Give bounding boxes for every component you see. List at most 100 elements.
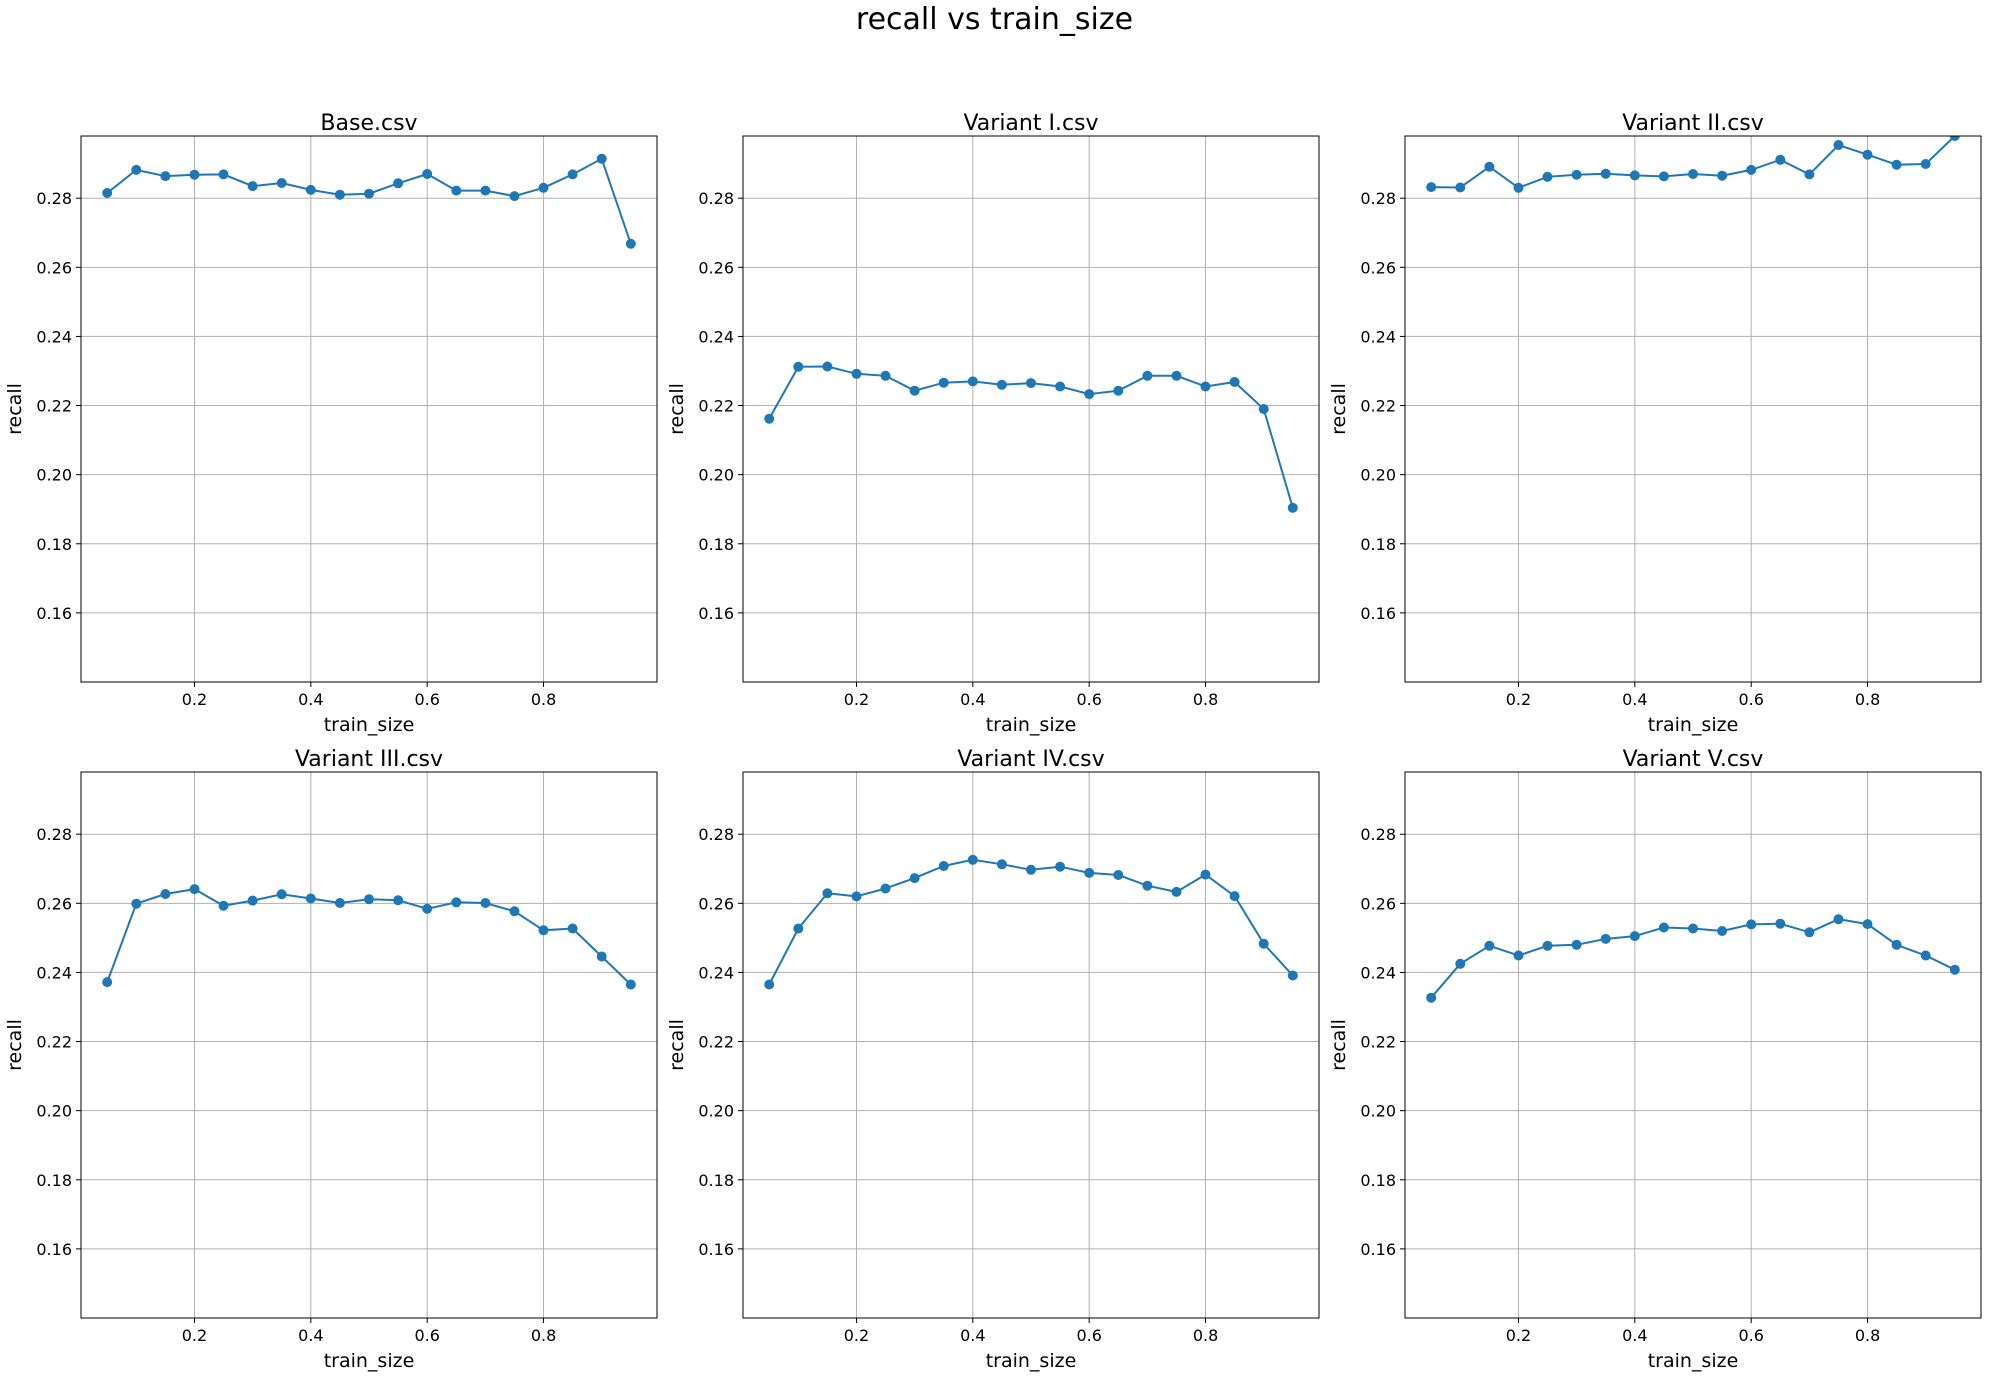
data-point (160, 171, 171, 182)
data-point (1891, 159, 1902, 170)
y-tick-label: 0.20 (698, 1102, 734, 1121)
x-tick-label: 0.8 (531, 690, 556, 709)
data-point (938, 861, 949, 871)
y-axis-label: recall (666, 1019, 688, 1071)
data-point (102, 977, 113, 988)
y-tick-label: 0.18 (698, 535, 734, 554)
y-tick-label: 0.26 (36, 258, 72, 277)
data-point (189, 884, 200, 895)
data-point (1542, 171, 1553, 182)
data-point (996, 859, 1007, 870)
y-tick-label: 0.22 (698, 1033, 734, 1052)
y-tick-label: 0.22 (698, 397, 734, 416)
subplot-title: Variant IV.csv (957, 747, 1104, 772)
data-point (1055, 861, 1066, 872)
subplot-title: Variant III.csv (295, 747, 443, 772)
x-tick-label: 0.6 (1076, 690, 1101, 709)
axes-frame (742, 771, 1320, 1319)
data-point (1200, 869, 1211, 880)
data-point (1200, 381, 1211, 392)
data-point (1229, 377, 1240, 387)
data-point (1287, 970, 1298, 981)
y-tick-label: 0.26 (698, 894, 734, 913)
data-point (218, 169, 229, 180)
data-point (1920, 950, 1931, 961)
data-point (1629, 170, 1640, 181)
x-tick-label: 0.2 (1506, 690, 1531, 709)
data-point (1229, 891, 1240, 902)
data-point (1571, 169, 1582, 180)
y-tick-label: 0.28 (36, 189, 72, 208)
subplot-2: 0.2 0.4 0.6 0.8 0.16 0.18 0.20 0.22 0.24 0.26 0.28… (666, 111, 1320, 736)
data-point (1949, 964, 1960, 975)
y-axis-label: recall (666, 383, 688, 435)
y-tick-label: 0.18 (1360, 535, 1396, 554)
y-tick-label: 0.24 (36, 327, 72, 346)
y-tick-label: 0.16 (36, 1240, 72, 1259)
y-tick-label: 0.20 (36, 466, 72, 485)
x-tick-label: 0.4 (960, 1326, 985, 1345)
data-point (1571, 939, 1582, 950)
y-axis-label: recall (4, 383, 26, 435)
y-tick-label: 0.22 (36, 397, 72, 416)
y-tick-label: 0.26 (698, 258, 734, 277)
data-point (451, 897, 462, 908)
x-tick-label: 0.4 (298, 690, 323, 709)
data-point (1113, 385, 1124, 396)
data-point (596, 951, 607, 962)
series-line (768, 858, 1294, 985)
y-axis-label: recall (1328, 383, 1350, 435)
x-tick-label: 0.8 (1193, 690, 1218, 709)
y-tick-label: 0.28 (698, 825, 734, 844)
y-tick-label: 0.26 (1360, 258, 1396, 277)
data-point (480, 185, 491, 196)
data-point (1258, 938, 1269, 949)
x-tick-label: 0.4 (1622, 690, 1647, 709)
data-point (1455, 182, 1466, 193)
x-axis-label: train_size (986, 714, 1077, 736)
data-point (938, 377, 949, 388)
y-tick-label: 0.28 (1360, 189, 1396, 208)
axes-frame (1404, 771, 1982, 1319)
data-point (509, 191, 520, 202)
data-point (1426, 992, 1437, 1003)
y-tick-label: 0.24 (698, 327, 734, 346)
y-tick-label: 0.16 (1360, 1240, 1396, 1259)
data-point (1746, 164, 1757, 175)
x-axis-label: train_size (986, 1350, 1077, 1372)
subplot-title: Variant I.csv (963, 111, 1098, 136)
x-tick-label: 0.8 (1855, 1326, 1880, 1345)
y-tick-label: 0.20 (36, 1102, 72, 1121)
x-tick-label: 0.2 (844, 1326, 869, 1345)
data-point (1171, 370, 1182, 381)
data-point (1688, 169, 1698, 179)
data-point (509, 906, 520, 917)
data-point (1717, 170, 1728, 181)
y-tick-label: 0.28 (1360, 825, 1396, 844)
axes-frame (80, 771, 658, 1319)
data-point (1026, 378, 1036, 389)
data-point (967, 854, 978, 865)
data-series (1426, 136, 1960, 193)
y-tick-label: 0.16 (698, 604, 734, 623)
data-point (1455, 958, 1466, 969)
x-axis-label: train_size (324, 1350, 415, 1372)
data-point (1804, 927, 1815, 938)
data-series (1426, 914, 1960, 1003)
data-point (1688, 923, 1698, 934)
x-tick-label: 0.2 (182, 1326, 207, 1345)
data-point (967, 376, 978, 387)
data-point (1513, 182, 1524, 193)
y-axis-label: recall (4, 1019, 26, 1071)
data-point (276, 889, 287, 900)
y-axis-label: recall (1328, 1019, 1350, 1071)
data-point (1833, 914, 1844, 925)
data-point (1055, 381, 1066, 392)
data-point (567, 169, 578, 180)
data-point (1600, 933, 1611, 944)
data-series (764, 854, 1298, 990)
data-point (1949, 136, 1960, 141)
data-point (480, 898, 491, 908)
y-tick-label: 0.26 (36, 894, 72, 913)
